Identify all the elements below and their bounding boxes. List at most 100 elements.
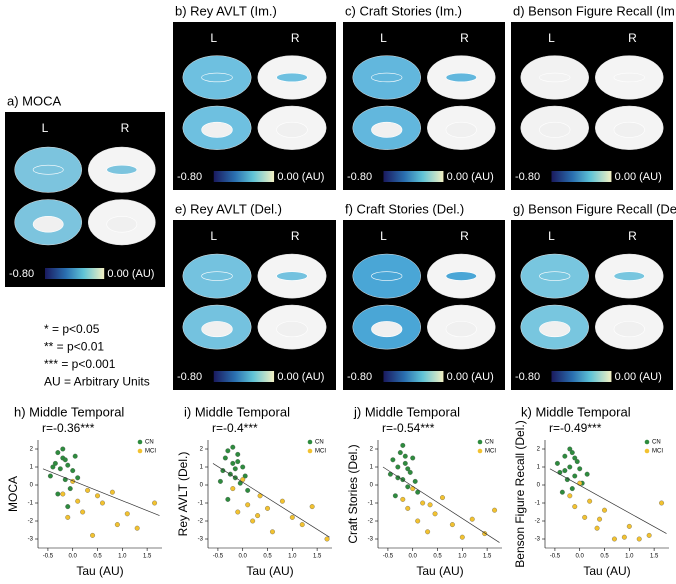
data-point — [235, 509, 241, 515]
y-tick-label: -1 — [198, 501, 204, 507]
data-point — [400, 496, 406, 502]
y-tick-label: -2 — [28, 519, 34, 525]
data-point — [659, 500, 665, 506]
brain-medial-wall — [32, 164, 64, 175]
y-tick-label: -1 — [535, 501, 541, 507]
x-tick-label: 0.0 — [69, 554, 78, 560]
brain-medial-wall — [613, 321, 645, 338]
data-point — [397, 450, 403, 456]
brain-background — [511, 220, 673, 390]
data-point — [402, 453, 408, 459]
chart-title: k) Middle Temporal — [521, 404, 631, 419]
y-tick-label: -2 — [535, 519, 541, 525]
brain-medial-wall — [539, 271, 571, 281]
data-point — [57, 466, 63, 472]
x-axis-label: Tau (AU) — [416, 564, 463, 578]
colorbar-min: -0.80 — [347, 371, 372, 383]
brain-medial-wall — [276, 271, 308, 281]
regression-line — [549, 468, 667, 534]
data-point — [402, 460, 408, 466]
correlation-label: r=-0.54*** — [382, 421, 435, 435]
data-point — [567, 446, 573, 452]
data-point — [289, 514, 295, 520]
brain-medial-wall — [539, 121, 571, 138]
brain-medial-wall — [445, 321, 477, 338]
legend-marker — [307, 439, 313, 445]
data-point — [324, 536, 330, 542]
data-point — [562, 453, 568, 459]
data-point — [114, 522, 120, 528]
data-point — [100, 500, 105, 506]
data-point — [415, 518, 421, 524]
data-point — [572, 473, 578, 479]
hemisphere-label: R — [460, 31, 469, 45]
data-point — [405, 505, 411, 511]
y-tick-label: 0 — [30, 483, 34, 489]
hemisphere-label: L — [42, 121, 49, 135]
legend-label: CN — [315, 440, 324, 446]
brain-medial-wall — [445, 271, 477, 281]
data-point — [425, 529, 431, 535]
data-point — [577, 466, 583, 472]
y-tick-label: 2 — [200, 447, 204, 453]
data-point — [567, 464, 573, 470]
data-point — [572, 504, 578, 510]
brain-medial-wall — [276, 321, 308, 338]
data-point — [232, 466, 238, 472]
hemisphere-label: R — [628, 31, 637, 45]
data-point — [559, 489, 565, 495]
y-tick-label: 1 — [30, 465, 34, 471]
data-point — [60, 446, 66, 452]
significance-note: ** = p<0.01 — [44, 340, 104, 354]
brain-medial-wall — [613, 271, 645, 281]
x-tick-label: 0.5 — [600, 554, 609, 560]
data-point — [584, 471, 590, 477]
data-point — [225, 448, 231, 454]
data-point — [230, 444, 236, 450]
correlation-label: r=-0.36*** — [42, 421, 95, 435]
hemisphere-label: L — [380, 31, 387, 45]
legend-marker — [644, 439, 650, 445]
data-point — [109, 489, 115, 495]
x-tick-label: 1.0 — [118, 554, 127, 560]
data-point — [240, 464, 246, 470]
data-point — [299, 522, 305, 528]
data-point — [574, 459, 580, 465]
data-point — [50, 464, 56, 470]
data-point — [405, 484, 411, 490]
x-tick-label: 1.0 — [458, 554, 467, 560]
data-point — [245, 487, 251, 493]
data-point — [395, 464, 401, 470]
y-tick-label: -2 — [198, 519, 204, 525]
colorbar-max: 0.00 (AU) — [107, 268, 154, 280]
data-point — [55, 450, 61, 456]
x-tick-label: 0.0 — [239, 554, 248, 560]
x-tick-label: 0.0 — [576, 554, 585, 560]
brain-medial-wall — [201, 72, 233, 83]
data-point — [572, 455, 578, 461]
brain-background — [173, 22, 336, 190]
regression-line — [382, 466, 500, 543]
brain-medial-wall — [613, 72, 645, 83]
data-point — [65, 504, 71, 510]
data-point — [235, 459, 241, 465]
data-point — [47, 473, 53, 479]
hemisphere-label: R — [291, 229, 300, 243]
hemisphere-label: R — [291, 31, 300, 45]
data-point — [217, 478, 223, 484]
y-tick-label: 1 — [370, 465, 374, 471]
chart-title: i) Middle Temporal — [184, 404, 290, 419]
data-point — [152, 500, 158, 506]
panel-title: a) MOCA — [7, 93, 62, 108]
data-point — [621, 534, 627, 540]
data-point — [587, 498, 593, 504]
hemisphere-label: L — [548, 229, 555, 243]
y-tick-label: 1 — [537, 465, 541, 471]
x-tick-label: 1.5 — [143, 554, 152, 560]
data-point — [554, 460, 560, 466]
data-point — [134, 525, 140, 531]
data-point — [569, 450, 575, 456]
data-point — [242, 473, 248, 479]
brain-medial-wall — [201, 321, 233, 338]
significance-note: *** = p<0.001 — [44, 357, 116, 371]
